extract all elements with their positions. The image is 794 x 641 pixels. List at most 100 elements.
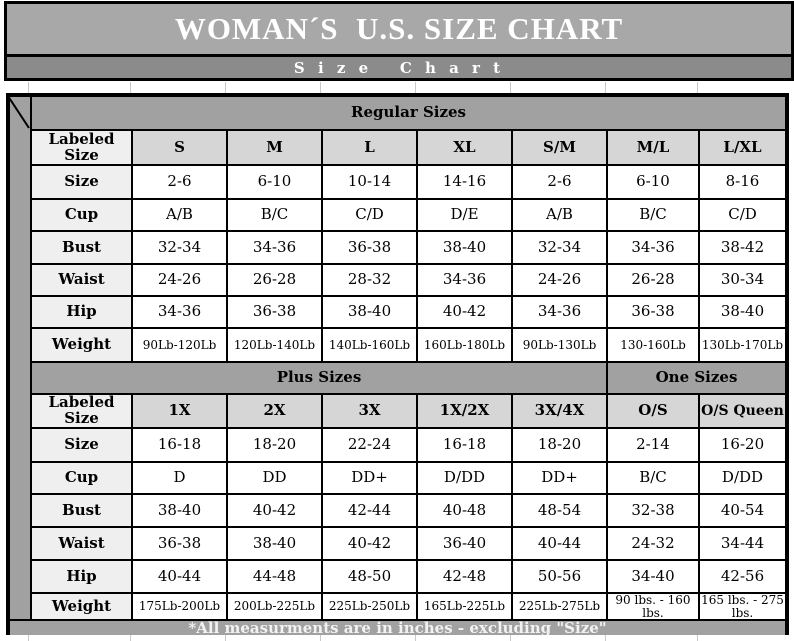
cell: DD+ bbox=[321, 461, 418, 495]
column-header: XL bbox=[416, 129, 513, 166]
footer-row: *All measurments are in inches - excludi… bbox=[8, 619, 787, 639]
cell: 34-36 bbox=[226, 230, 323, 265]
column-header: S bbox=[131, 129, 228, 166]
gridline bbox=[510, 82, 511, 93]
gridline bbox=[28, 635, 29, 641]
table-row: Labeled Size 1X 2X 3X 1X/2X 3X/4X O/S O/… bbox=[9, 393, 787, 429]
gridline bbox=[415, 82, 416, 93]
cell: 38-40 bbox=[131, 493, 228, 528]
footer-note: *All measurments are in inches - excludi… bbox=[8, 619, 787, 639]
gridline bbox=[415, 635, 416, 641]
cell: 32-38 bbox=[606, 493, 700, 528]
table-row: Weight 90Lb-120Lb 120Lb-140Lb 140Lb-160L… bbox=[9, 327, 787, 363]
cell: 24-32 bbox=[606, 526, 700, 561]
cell: 34-36 bbox=[606, 230, 700, 265]
cell: A/B bbox=[511, 198, 608, 232]
cell: 24-26 bbox=[131, 263, 228, 297]
table-row: Weight 175Lb-200Lb 200Lb-225Lb 225Lb-250… bbox=[9, 591, 787, 622]
cell: 42-56 bbox=[698, 559, 787, 594]
table-row: Cup D DD DD+ D/DD DD+ B/C D/DD bbox=[9, 461, 787, 495]
cell: 26-28 bbox=[606, 263, 700, 297]
cell: 200Lb-225Lb bbox=[226, 591, 323, 622]
gridline bbox=[510, 635, 511, 641]
cell: 225Lb-275Lb bbox=[511, 591, 608, 622]
gridline bbox=[320, 82, 321, 93]
cell: 48-54 bbox=[511, 493, 608, 528]
regular-sizes-header: Regular Sizes bbox=[30, 95, 787, 131]
cell: 36-40 bbox=[416, 526, 513, 561]
cell: 36-38 bbox=[606, 295, 700, 329]
cell: 32-34 bbox=[511, 230, 608, 265]
cell: 32-34 bbox=[131, 230, 228, 265]
cell: 24-26 bbox=[511, 263, 608, 297]
cell: D/E bbox=[416, 198, 513, 232]
cell: 36-38 bbox=[321, 230, 418, 265]
cell: A/B bbox=[131, 198, 228, 232]
row-label: Hip bbox=[30, 559, 133, 594]
cell: 38-40 bbox=[321, 295, 418, 329]
cell: B/C bbox=[226, 198, 323, 232]
gridline bbox=[697, 82, 698, 93]
gridline bbox=[130, 635, 131, 641]
row-label: Waist bbox=[30, 263, 133, 297]
cell: 175Lb-200Lb bbox=[131, 591, 228, 622]
cell: 30-34 bbox=[698, 263, 787, 297]
cell: D bbox=[131, 461, 228, 495]
cell: C/D bbox=[698, 198, 787, 232]
gridline bbox=[697, 635, 698, 641]
cell: 40-42 bbox=[226, 493, 323, 528]
cell: 34-40 bbox=[606, 559, 700, 594]
cell: 36-38 bbox=[131, 526, 228, 561]
table-row: Waist 24-26 26-28 28-32 34-36 24-26 26-2… bbox=[9, 263, 787, 297]
cell: 130-160Lb bbox=[606, 327, 700, 363]
cell: 36-38 bbox=[226, 295, 323, 329]
left-margin-strip bbox=[8, 94, 32, 622]
cell: 50-56 bbox=[511, 559, 608, 594]
cell: B/C bbox=[606, 198, 700, 232]
row-label: Hip bbox=[30, 295, 133, 329]
gridline bbox=[605, 635, 606, 641]
cell: 34-36 bbox=[511, 295, 608, 329]
column-header: O/S Queen bbox=[698, 393, 787, 429]
page-title: WOMAN´S U.S. SIZE CHART bbox=[174, 11, 624, 46]
gridline bbox=[605, 82, 606, 93]
cell: 225Lb-250Lb bbox=[321, 591, 418, 622]
row-label: Cup bbox=[30, 198, 133, 232]
gridline bbox=[320, 635, 321, 641]
table-row: Size 2-6 6-10 10-14 14-16 2-6 6-10 8-16 bbox=[9, 164, 787, 200]
spreadsheet-grid-top bbox=[0, 82, 794, 93]
cell: D/DD bbox=[416, 461, 513, 495]
cell: 22-24 bbox=[321, 427, 418, 463]
column-header: L bbox=[321, 129, 418, 166]
cell: 42-44 bbox=[321, 493, 418, 528]
cell: B/C bbox=[606, 461, 700, 495]
cell: 18-20 bbox=[511, 427, 608, 463]
cell: 40-42 bbox=[416, 295, 513, 329]
gridline bbox=[225, 82, 226, 93]
cell: 38-40 bbox=[698, 295, 787, 329]
row-label: Weight bbox=[30, 591, 133, 622]
table-row: Waist 36-38 38-40 40-42 36-40 40-44 24-3… bbox=[9, 526, 787, 561]
cell: 28-32 bbox=[321, 263, 418, 297]
cell: 38-42 bbox=[698, 230, 787, 265]
cell: 34-36 bbox=[416, 263, 513, 297]
column-header: M/L bbox=[606, 129, 700, 166]
cell: 16-18 bbox=[416, 427, 513, 463]
spreadsheet-grid-bottom bbox=[0, 635, 794, 641]
cell: 2-14 bbox=[606, 427, 700, 463]
row-label: Waist bbox=[30, 526, 133, 561]
regular-sizes-band-row: Regular Sizes bbox=[8, 94, 787, 622]
table-row: Hip 34-36 36-38 38-40 40-42 34-36 36-38 … bbox=[9, 295, 787, 329]
row-label: Bust bbox=[30, 493, 133, 528]
table-row: Cup A/B B/C C/D D/E A/B B/C C/D bbox=[9, 198, 787, 232]
row-label: Cup bbox=[30, 461, 133, 495]
gridline bbox=[28, 82, 29, 93]
cell: 38-40 bbox=[226, 526, 323, 561]
cell: 40-48 bbox=[416, 493, 513, 528]
table-row: Hip 40-44 44-48 48-50 42-48 50-56 34-40 … bbox=[9, 559, 787, 594]
table-row: Size 16-18 18-20 22-24 16-18 18-20 2-14 … bbox=[9, 427, 787, 463]
cell: C/D bbox=[321, 198, 418, 232]
row-label: Size bbox=[30, 164, 133, 200]
cell: 26-28 bbox=[226, 263, 323, 297]
